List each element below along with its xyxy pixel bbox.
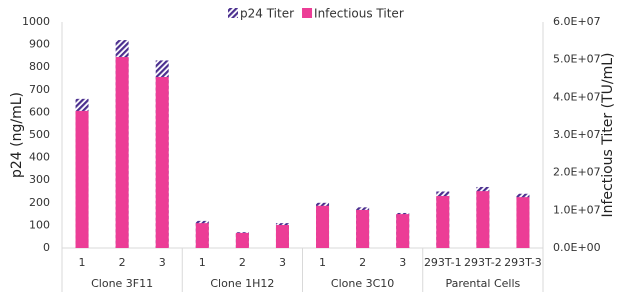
y-tick-label: 700 [29,83,50,96]
y2-tick-label: 2.0E+07 [553,166,601,179]
x-tick-label: 2 [239,256,246,269]
y-tick-label: 400 [29,151,50,164]
bar [275,225,289,248]
bar [396,214,410,248]
y2-axis-title: Infectious Titer (TU/mL) [600,53,616,218]
y-tick-label: 300 [29,173,50,186]
x-tick-label: 1 [319,256,326,269]
bar [316,205,330,248]
bar [476,191,490,248]
group-label: Clone 3C10 [331,277,394,290]
y-tick-label: 200 [29,196,50,209]
legend-label: Infectious Titer [314,7,404,21]
x-tick-label: 1 [199,256,206,269]
bar [195,223,209,248]
group-label: Parental Cells [445,277,520,290]
y2-tick-label: 6.0E+07 [553,15,601,28]
bar [75,110,89,248]
legend-swatch [228,8,238,18]
y2-tick-label: 1.0E+07 [553,203,601,216]
x-tick-label: 3 [399,256,406,269]
y-tick-label: 1000 [22,15,50,28]
group-label: Clone 1H12 [210,277,274,290]
group-label: Clone 3F11 [91,277,153,290]
y2-tick-label: 5.0E+07 [553,53,601,66]
x-tick-label: 293T-3 [504,256,542,269]
x-tick-label: 293T-1 [424,256,462,269]
y-tick-label: 100 [29,218,50,231]
y-axis-title: p24 (ng/mL) [9,92,25,178]
y-tick-label: 0 [43,241,50,254]
y-tick-label: 600 [29,105,50,118]
y2-tick-label: 0.0E+00 [553,241,601,254]
legend-label: p24 Titer [240,7,294,21]
y2-tick-label: 4.0E+07 [553,90,601,103]
x-tick-label: 3 [279,256,286,269]
legend: p24 Titer Infectious Titer [228,7,404,21]
bar [155,76,169,248]
y2-tick-label: 3.0E+07 [553,128,601,141]
x-tick-label: 2 [359,256,366,269]
y-tick-label: 500 [29,128,50,141]
bar [115,57,129,248]
bar [235,232,249,248]
x-tick-label: 3 [159,256,166,269]
bar [516,197,530,248]
legend-swatch [302,8,313,18]
y-tick-label: 800 [29,60,50,73]
x-tick-label: 2 [119,256,126,269]
bar [436,196,450,248]
x-tick-label: 293T-2 [464,256,502,269]
x-tick-label: 1 [79,256,86,269]
bar [356,209,370,248]
y-tick-label: 900 [29,38,50,51]
